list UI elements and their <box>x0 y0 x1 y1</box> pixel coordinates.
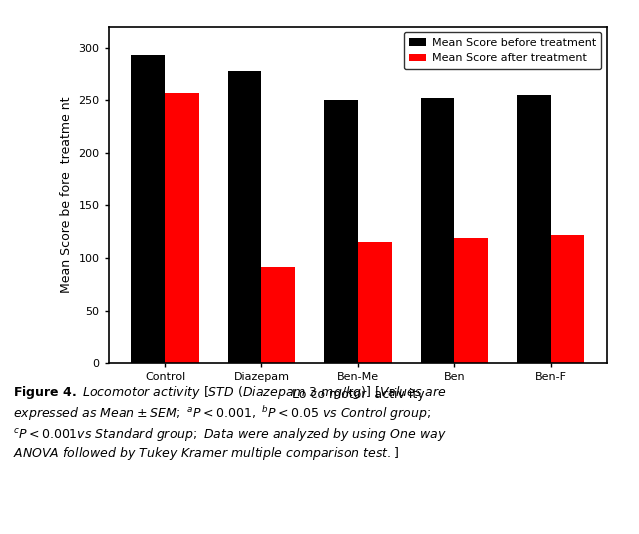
Y-axis label: Mean Score be fore  treatme nt: Mean Score be fore treatme nt <box>60 97 73 293</box>
Bar <box>517 95 551 363</box>
Bar <box>261 268 295 363</box>
Legend: Mean Score before treatment, Mean Score after treatment: Mean Score before treatment, Mean Score … <box>404 32 601 69</box>
Text: $\bf{Figure\ 4.}$ $\it{Locomotor\ activity\ [STD\ (Diazepam\ 3\ mg/kg)]\ [Values: $\bf{Figure\ 4.}$ $\it{Locomotor\ activi… <box>13 384 447 462</box>
Bar <box>165 93 199 363</box>
Bar <box>358 242 392 363</box>
Bar <box>227 71 261 363</box>
Bar <box>454 238 488 363</box>
Bar <box>324 100 358 363</box>
Bar <box>551 235 585 363</box>
Bar <box>420 98 454 363</box>
X-axis label: Lo co motor  activ ity: Lo co motor activ ity <box>291 388 424 400</box>
Bar <box>131 55 165 363</box>
